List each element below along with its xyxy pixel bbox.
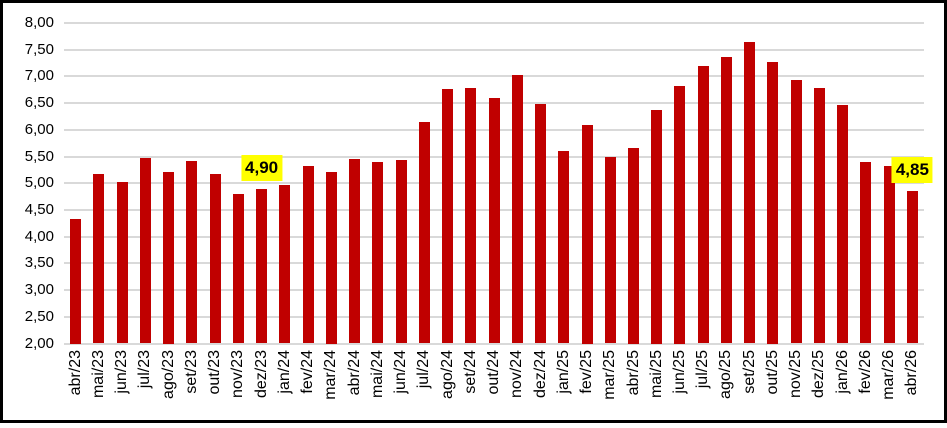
bar <box>395 159 407 344</box>
bar <box>139 157 151 344</box>
bar <box>163 171 175 344</box>
x-axis-label: jul/23 <box>136 350 154 389</box>
bar <box>720 57 732 344</box>
bar <box>813 87 825 344</box>
y-axis-tick-label: 6,00 <box>24 120 54 138</box>
bar <box>209 174 221 344</box>
x-axis-label: mai/25 <box>647 350 665 399</box>
gridline <box>64 75 924 78</box>
bar <box>558 150 570 344</box>
bar <box>93 173 105 344</box>
bar <box>837 105 849 344</box>
bar <box>488 97 500 344</box>
bar <box>674 85 686 344</box>
bar <box>418 121 430 344</box>
x-axis-label: fev/25 <box>578 350 595 394</box>
x-axis-label: set/24 <box>461 350 479 394</box>
x-axis-label: ago/24 <box>438 350 456 399</box>
x-axis-label: mar/25 <box>601 350 619 400</box>
x-axis-label: out/24 <box>485 350 502 395</box>
x-axis-label: jun/24 <box>392 350 409 394</box>
x-axis-label: jul/24 <box>415 350 433 389</box>
bar <box>511 75 523 344</box>
bar <box>697 65 709 344</box>
y-axis-tick-label: 5,50 <box>24 147 54 165</box>
bar <box>581 124 593 344</box>
x-axis-label: dez/24 <box>531 350 549 399</box>
y-axis-tick-label: 6,50 <box>24 94 54 112</box>
y-axis-tick-label: 4,50 <box>24 200 54 218</box>
x-axis-label: set/23 <box>182 350 200 394</box>
bar <box>186 160 198 344</box>
x-axis-label: set/25 <box>740 350 758 394</box>
bar <box>116 182 128 344</box>
x-axis-label: fev/26 <box>856 350 874 394</box>
x-axis-label: abr/23 <box>66 350 84 396</box>
bar <box>279 184 291 344</box>
bar <box>325 171 337 344</box>
data-label: 4,90 <box>241 154 283 181</box>
x-axis-label: jan/25 <box>554 350 572 394</box>
x-axis-label: jun/25 <box>670 350 688 394</box>
bar <box>790 80 802 344</box>
y-axis-tick-label: 8,00 <box>24 14 54 31</box>
bar <box>604 157 616 344</box>
bar <box>442 89 453 344</box>
x-axis-label: nov/24 <box>508 350 526 399</box>
y-axis-tick-label: 5,00 <box>24 174 54 192</box>
bar <box>767 62 779 344</box>
x-axis-label: fev/24 <box>299 350 317 394</box>
x-axis-label: abr/26 <box>903 350 921 396</box>
bar <box>465 88 477 344</box>
gridline <box>64 48 924 51</box>
y-axis-tick-label: 7,00 <box>24 67 54 85</box>
bar <box>744 41 756 344</box>
y-axis-tick-label: 4,00 <box>24 227 54 245</box>
y-axis-tick-label: 3,00 <box>24 281 54 299</box>
bar <box>70 218 82 344</box>
x-axis-label: jul/25 <box>694 350 712 389</box>
y-axis-tick-label: 2,50 <box>24 307 54 325</box>
x-axis-label: ago/25 <box>717 350 735 399</box>
x-axis-label: jun/23 <box>113 350 131 394</box>
bar <box>906 191 918 344</box>
y-axis-tick-label: 7,50 <box>24 40 54 58</box>
x-axis-label: abr/24 <box>345 350 363 396</box>
x-axis-label: dez/23 <box>252 350 270 399</box>
x-axis-label: abr/25 <box>624 350 642 396</box>
bar <box>256 188 268 344</box>
bar <box>535 104 546 344</box>
x-axis-label: dez/25 <box>810 350 828 399</box>
x-axis-label: nov/23 <box>229 350 247 399</box>
x-axis-label: out/23 <box>206 350 224 395</box>
bar <box>302 165 314 344</box>
x-axis-label: jan/24 <box>275 350 293 394</box>
bar <box>860 161 872 344</box>
x-axis-label: ago/23 <box>159 350 177 399</box>
x-axis-label: out/25 <box>763 350 781 395</box>
bar <box>349 159 360 344</box>
bar <box>372 161 384 344</box>
x-axis-label: mai/23 <box>89 350 107 399</box>
y-axis-tick-label: 3,50 <box>24 254 54 272</box>
data-label: 4,85 <box>891 157 933 184</box>
x-axis-label: jan/26 <box>833 350 851 394</box>
bar <box>883 165 895 344</box>
gridline <box>64 342 924 345</box>
x-axis-label: mai/24 <box>368 350 386 399</box>
bar <box>651 109 663 344</box>
gridline <box>64 22 924 24</box>
x-axis-label: mar/24 <box>322 350 340 400</box>
bar <box>232 193 244 344</box>
x-axis-label: mar/26 <box>880 350 898 400</box>
x-axis-label: nov/25 <box>787 350 805 399</box>
bar <box>628 147 639 344</box>
y-axis-tick-label: 2,00 <box>24 334 54 352</box>
